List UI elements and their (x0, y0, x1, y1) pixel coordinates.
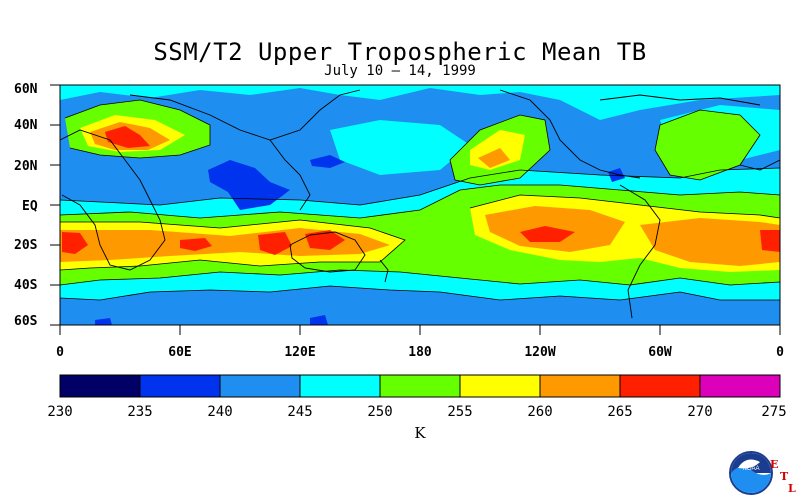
colorbar-swatch (699, 374, 781, 398)
colorbar-unit: K (414, 424, 426, 442)
lon-label-120e: 120E (284, 345, 316, 360)
colorbar-tick: 230 (47, 404, 73, 420)
colorbar-swatch (139, 374, 221, 398)
colorbar-swatch (59, 374, 141, 398)
colorbar-tick: 260 (527, 404, 553, 420)
axis-ticks (50, 84, 781, 335)
contour-band-265 (105, 126, 150, 148)
lat-label-60s: 60S (14, 314, 38, 329)
colorbar-swatch (299, 374, 381, 398)
logo-letter-e: E (770, 458, 779, 471)
contour-band-265 (62, 232, 88, 254)
colorbar-tick: 255 (447, 404, 473, 420)
lon-label-180: 180 (408, 345, 432, 360)
contour-lines (60, 99, 780, 301)
colorbar-tick: 235 (127, 404, 153, 420)
contour-band-265 (520, 226, 575, 242)
contour-band-260 (640, 218, 780, 266)
contour-band-260 (478, 148, 510, 168)
contour-band-265 (180, 238, 212, 251)
map-subtitle: July 10 – 14, 1999 (324, 63, 476, 79)
map-title: SSM/T2 Upper Tropospheric Mean TB (153, 38, 647, 66)
contour-band-235 (95, 318, 112, 325)
colorbar-tick: 275 (761, 404, 787, 420)
colorbar-swatch (619, 374, 701, 398)
lat-label-60n: 60N (14, 82, 38, 97)
colorbar-tick: 265 (607, 404, 633, 420)
contour-band-235 (608, 168, 625, 182)
logo-letter-l: L (788, 482, 796, 495)
colorbar-tick: 245 (287, 404, 313, 420)
lon-label-60e: 60E (168, 345, 192, 360)
lon-label-0-east: 0 (776, 345, 784, 360)
contour-band-265 (760, 230, 780, 252)
contour-band-235 (310, 155, 345, 168)
colorbar-tick: 250 (367, 404, 393, 420)
lon-label-120w: 120W (524, 345, 556, 360)
colorbar (59, 374, 781, 398)
coastlines (60, 89, 780, 319)
lat-label-40n: 40N (14, 118, 38, 133)
colorbar-tick: 270 (687, 404, 713, 420)
contour-band-265 (305, 230, 345, 250)
colorbar-swatch (539, 374, 621, 398)
contour-band-245 (60, 85, 780, 120)
lat-label-eq: EQ (22, 199, 38, 214)
colorbar-swatch (219, 374, 301, 398)
lat-label-40s: 40S (14, 278, 38, 293)
lat-label-20s: 20S (14, 238, 38, 253)
lat-label-20n: 20N (14, 159, 38, 174)
lon-label-0: 0 (56, 345, 64, 360)
lon-label-60w: 60W (648, 345, 672, 360)
colorbar-swatch (459, 374, 541, 398)
temperature-map (60, 85, 780, 325)
contour-band-250 (655, 110, 760, 180)
contour-band-235 (208, 160, 290, 210)
colorbar-swatch (379, 374, 461, 398)
contour-band-245 (330, 120, 470, 175)
colorbar-tick: 240 (207, 404, 233, 420)
contour-band-235 (310, 315, 328, 325)
logo-letter-t: T (780, 470, 789, 483)
contour-band-265 (258, 232, 292, 255)
